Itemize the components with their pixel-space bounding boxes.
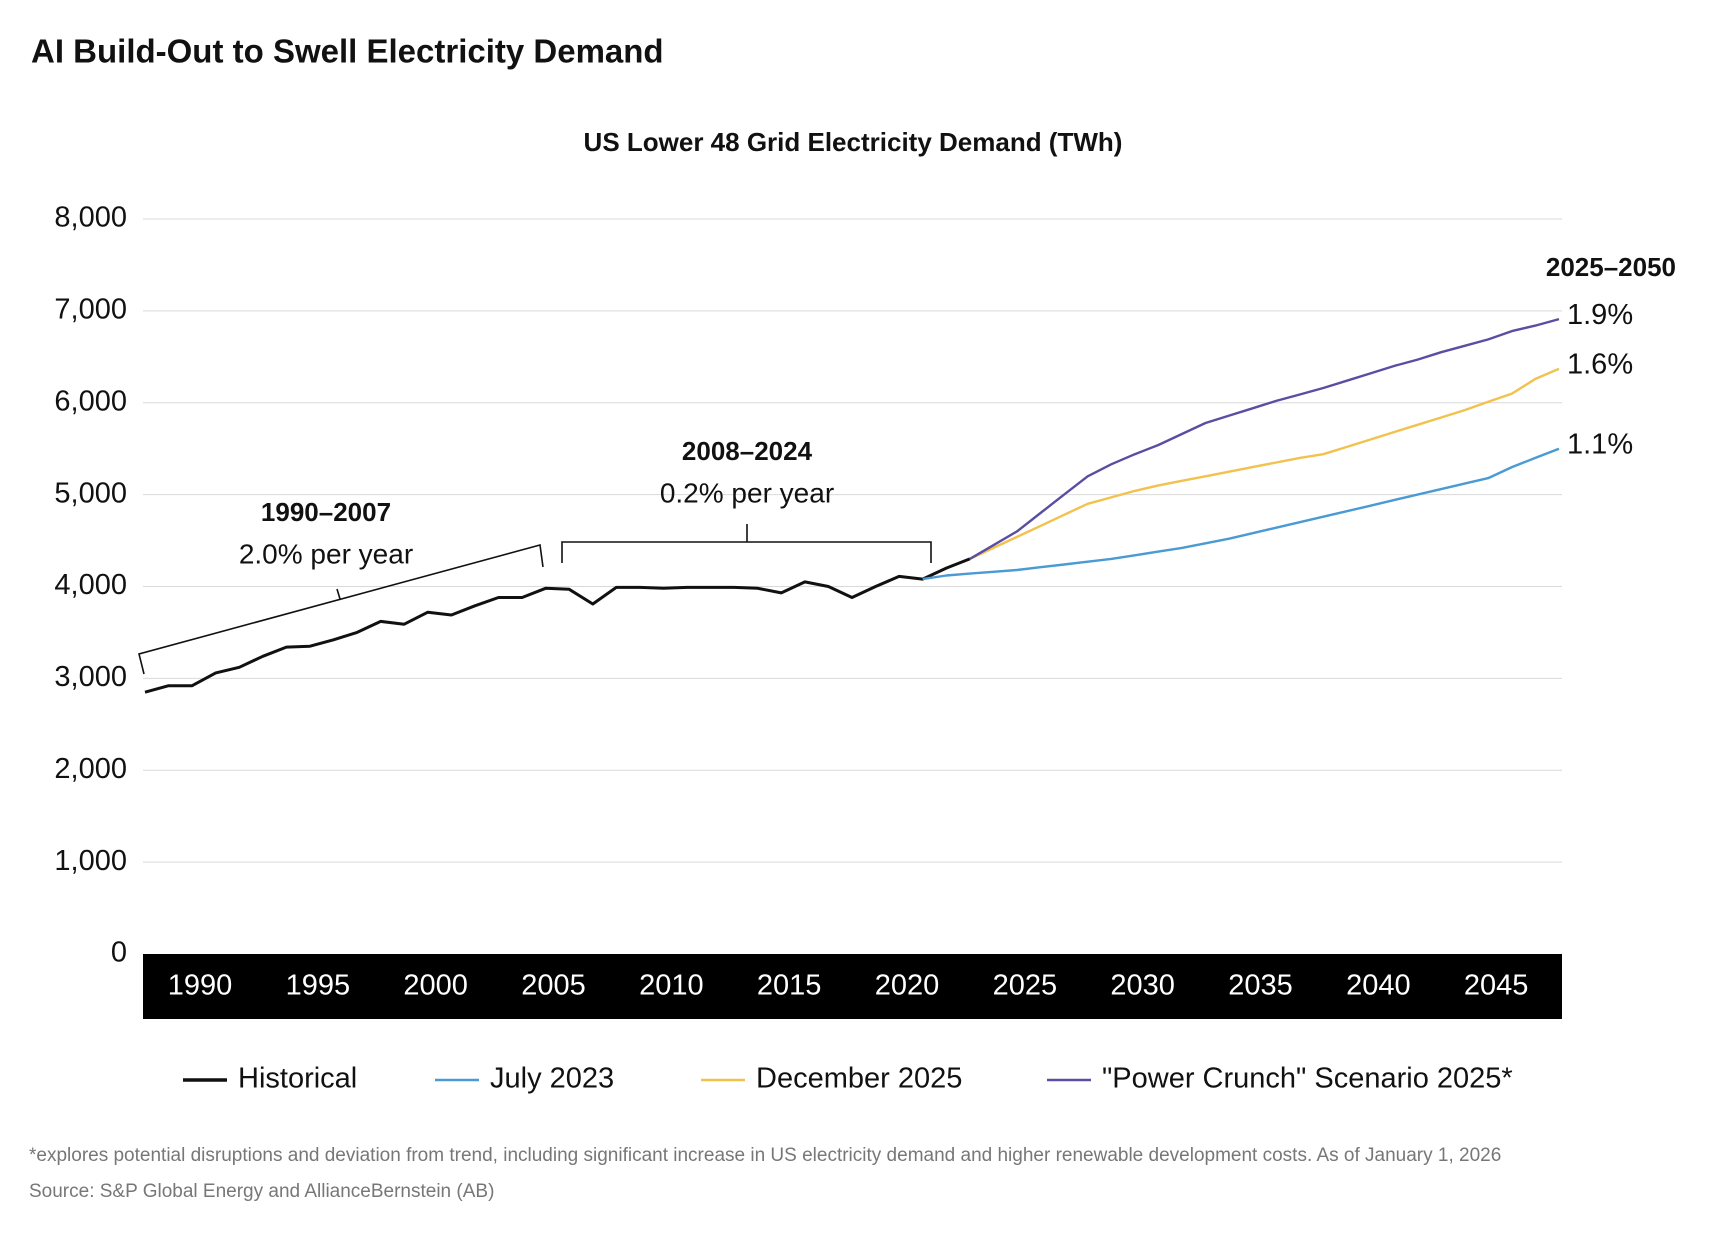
x-tick-label: 2050	[1582, 970, 1647, 1002]
y-tick-label: 2,000	[54, 753, 127, 785]
x-tick-label: 2020	[875, 970, 940, 1002]
end-label: 1.1%	[1567, 428, 1633, 460]
y-tick-label: 8,000	[54, 202, 127, 234]
legend-label: July 2023	[490, 1063, 614, 1095]
source: Source: S&P Global Energy and AllianceBe…	[29, 1181, 494, 1202]
series-line	[969, 317, 1560, 560]
x-tick-label: 2015	[757, 970, 822, 1002]
plot: 1.1% 1.6% 1.9%	[144, 299, 1633, 694]
annotation-text: 0.2% per year	[660, 477, 834, 508]
y-tick-label: 4,000	[54, 569, 127, 601]
y-tick-label: 5,000	[54, 477, 127, 509]
legend: Historical July 2023 December 2025 "Power C…	[183, 1063, 1513, 1095]
series-line	[969, 367, 1560, 560]
footnote: *explores potential disruptions and devi…	[29, 1145, 1501, 1166]
legend-label: "Power Crunch" Scenario 2025*	[1102, 1063, 1513, 1095]
end-label: 1.6%	[1567, 348, 1633, 380]
bracket-2008-2024	[561, 524, 932, 563]
annotation-period: 2008–2024	[682, 436, 813, 466]
end-label: 1.9%	[1567, 299, 1633, 331]
annotation-text: 2.0% per year	[239, 538, 413, 569]
x-axis-band	[143, 954, 1562, 1019]
x-tick-label: 1995	[286, 970, 351, 1002]
series-line	[922, 447, 1560, 581]
grid: 0 1,000 2,000 3,000 4,000 5,000 6,000 7,000 8,00…	[54, 202, 1562, 969]
x-tick-label: 2025	[993, 970, 1058, 1002]
legend-label: Historical	[238, 1063, 357, 1095]
y-tick-label: 7,000	[54, 294, 127, 326]
legend-label: December 2025	[756, 1063, 962, 1095]
annotation-period: 2025–2050	[1546, 252, 1676, 282]
x-tick-label: 2040	[1346, 970, 1411, 1002]
series-line	[144, 557, 971, 694]
annotation-period: 1990–2007	[261, 497, 391, 527]
x-tick-label: 2030	[1110, 970, 1175, 1002]
x-tick-label: 2005	[521, 970, 586, 1002]
chart-title: AI Build-Out to Swell Electricity Demand	[31, 33, 664, 70]
x-tick-label: 1990	[168, 970, 233, 1002]
bracket	[138, 524, 932, 675]
chart-subtitle: US Lower 48 Grid Electricity Demand (TWh…	[584, 127, 1123, 157]
y-tick-label: 3,000	[54, 661, 127, 693]
x-tick-label: 2035	[1228, 970, 1293, 1002]
x-axis: 1990 1995 2000 2005 2010 2015 2020 2025 2030 2035…	[168, 970, 1647, 1002]
x-tick-label: 2000	[403, 970, 468, 1002]
y-tick-label: 1,000	[54, 845, 127, 877]
bracket-1990-2007	[138, 543, 544, 675]
x-tick-label: 2010	[639, 970, 704, 1002]
x-tick-label: 2045	[1464, 970, 1529, 1002]
y-tick-label: 6,000	[54, 385, 127, 417]
y-tick-label: 0	[111, 937, 127, 969]
